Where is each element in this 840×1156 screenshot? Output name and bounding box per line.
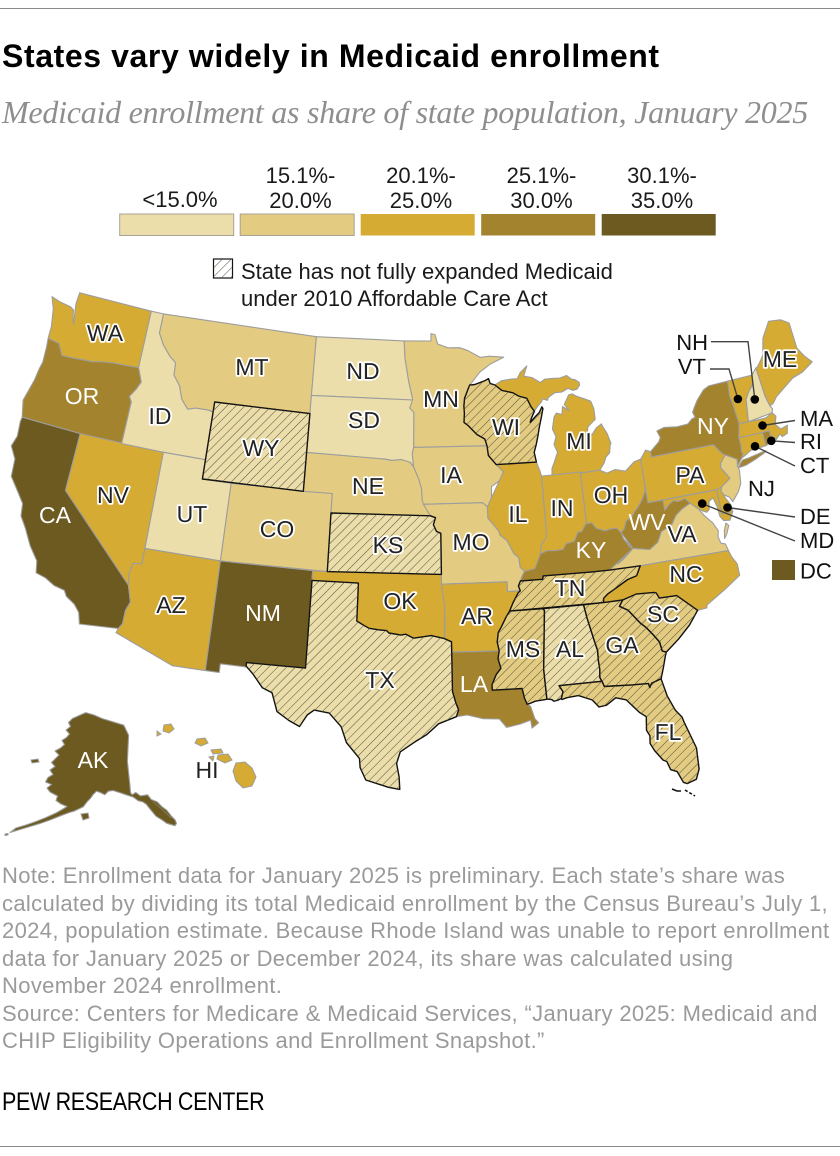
svg-text:GA: GA (605, 632, 639, 658)
svg-text:KY: KY (576, 537, 607, 563)
svg-text:NE: NE (352, 473, 384, 499)
svg-text:DC: DC (800, 559, 832, 584)
svg-text:PA: PA (676, 462, 706, 488)
svg-text:IL: IL (508, 501, 527, 527)
svg-text:AR: AR (461, 603, 493, 629)
svg-text:MO: MO (452, 529, 489, 555)
svg-text:AL: AL (556, 636, 584, 662)
svg-text:IN: IN (551, 495, 574, 521)
svg-text:NM: NM (245, 600, 281, 626)
svg-text:KS: KS (373, 532, 404, 558)
svg-text:WA: WA (87, 320, 124, 346)
svg-text:UT: UT (177, 501, 208, 527)
svg-text:MI: MI (566, 428, 592, 454)
svg-text:WI: WI (492, 414, 520, 440)
svg-text:WV: WV (628, 509, 666, 535)
svg-text:MN: MN (423, 386, 459, 412)
svg-text:NJ: NJ (748, 476, 775, 501)
svg-text:SC: SC (647, 601, 679, 627)
svg-text:NY: NY (697, 413, 729, 439)
svg-text:MT: MT (235, 354, 268, 380)
svg-text:HI: HI (196, 757, 219, 783)
svg-text:RI: RI (800, 429, 822, 454)
svg-text:MD: MD (800, 528, 834, 553)
svg-text:ME: ME (763, 346, 798, 372)
svg-text:VA: VA (668, 521, 698, 547)
svg-text:DE: DE (800, 504, 831, 529)
svg-text:AZ: AZ (156, 592, 185, 618)
svg-text:NV: NV (97, 482, 130, 508)
svg-text:TX: TX (365, 667, 394, 693)
svg-text:AK: AK (78, 747, 109, 773)
svg-text:IA: IA (440, 462, 462, 488)
svg-text:MS: MS (506, 636, 541, 662)
svg-text:CT: CT (800, 453, 829, 478)
svg-text:LA: LA (460, 671, 489, 697)
svg-text:WY: WY (242, 435, 279, 461)
svg-text:NC: NC (669, 561, 702, 587)
svg-text:CA: CA (39, 502, 72, 528)
svg-text:CO: CO (260, 516, 295, 542)
svg-text:FL: FL (655, 719, 682, 745)
svg-text:ND: ND (346, 358, 379, 384)
svg-text:OH: OH (594, 482, 629, 508)
svg-text:MA: MA (800, 406, 833, 431)
svg-text:VT: VT (678, 354, 706, 379)
svg-text:NH: NH (676, 330, 708, 355)
svg-text:ID: ID (149, 403, 172, 429)
svg-text:SD: SD (348, 407, 380, 433)
svg-text:OR: OR (65, 383, 100, 409)
svg-text:TN: TN (555, 575, 586, 601)
svg-text:OK: OK (383, 588, 417, 614)
